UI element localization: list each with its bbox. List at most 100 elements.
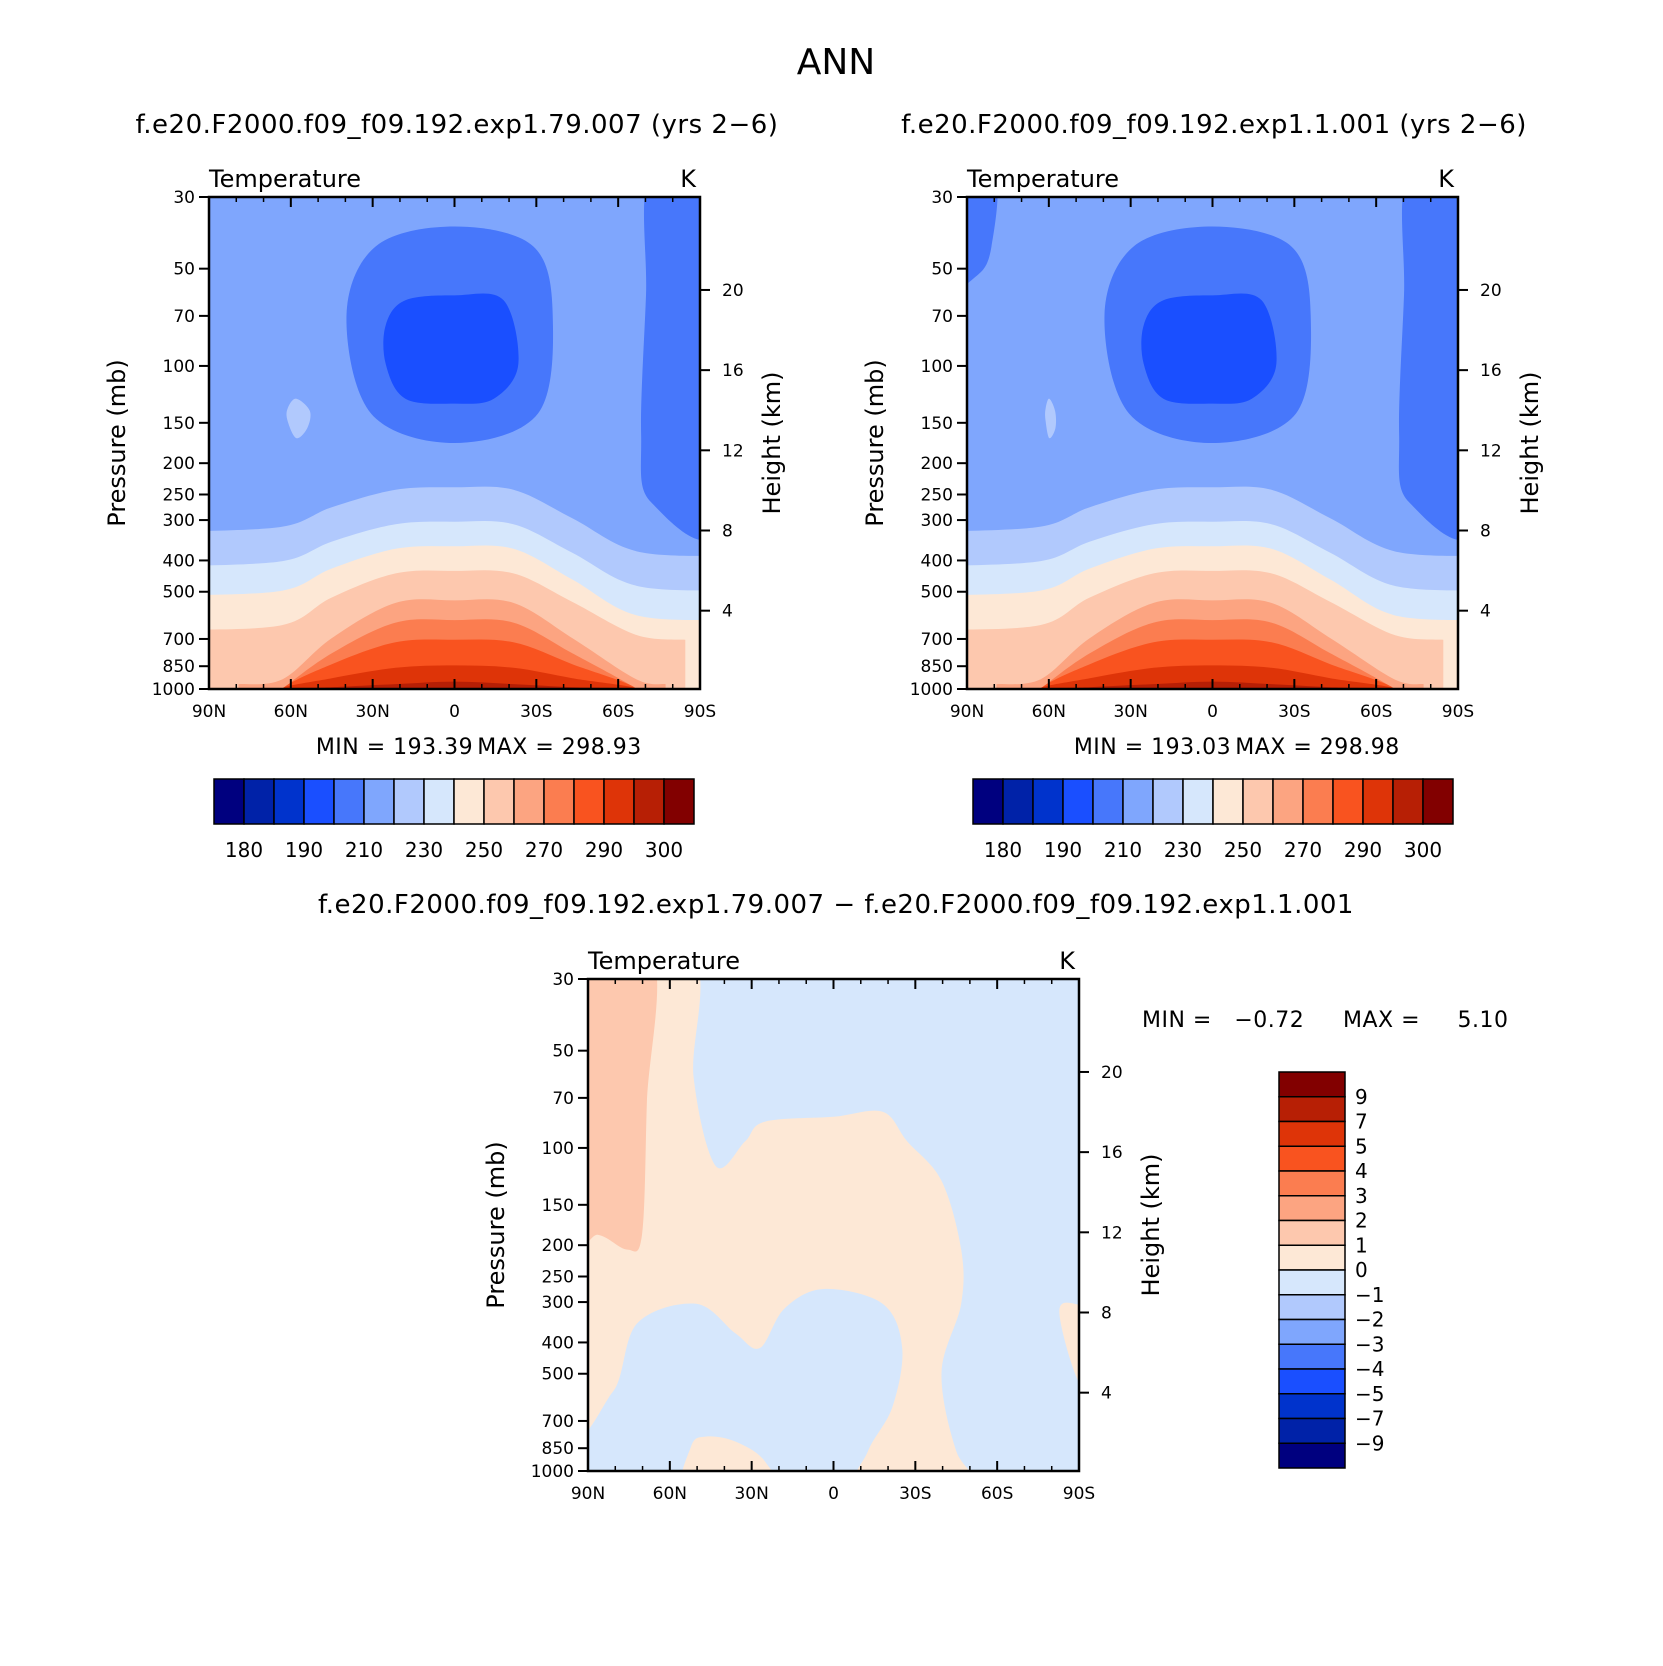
y-tick-label: 200 [542,1236,574,1256]
colorbar-box [1278,1442,1346,1469]
contour-band-200-210-south-pole [1398,197,1458,540]
colorbar-box [243,778,275,825]
y-tick-label: 150 [163,414,195,434]
colorbar-label: 230 [1164,838,1202,862]
contour-band-14 [1038,681,1396,689]
colorbar-label: 0 [1355,1258,1368,1282]
colorbar-box [453,778,485,825]
colorbar-label: −4 [1355,1357,1384,1381]
y-tick-label: 30 [173,188,195,208]
x-tick-label: 30S [1278,702,1310,722]
colorbar-label: 300 [1404,838,1442,862]
colorbar-label: 4 [1355,1159,1368,1183]
y-tick-label: 850 [921,657,953,677]
colorbar-box [1278,1318,1346,1345]
contour-fill-group [209,197,700,689]
colorbar-box [333,778,365,825]
colorbar-label: 7 [1355,1110,1368,1134]
min-label: MIN = 193.03 [1074,735,1231,760]
y-tick-label: 70 [552,1089,574,1109]
contour-band-200-210-south-pole [640,197,700,540]
colorbar-box [423,778,455,825]
colorbar-box [1278,1071,1346,1098]
colorbar-box [1032,778,1064,825]
x-tick-label: 0 [828,1484,839,1504]
panel-subtitle: f.e20.F2000.f09_f09.192.exp1.1.001 (yrs … [901,110,1527,140]
y2-tick-label: 12 [1101,1223,1123,1243]
colorbar-label: 270 [1284,838,1322,862]
contour-band-13 [1040,665,1395,689]
colorbar-label: 250 [465,838,503,862]
y-tick-label: 1000 [531,1462,574,1482]
contour-fill-group [588,979,1079,1471]
x-tick-label: 60N [653,1484,687,1504]
colorbar-label: 210 [345,838,383,862]
x-tick-label: 30N [1113,702,1147,722]
y2-tick-label: 16 [1480,361,1502,381]
panel-subtitle: f.e20.F2000.f09_f09.192.exp1.79.007 (yrs… [136,110,779,140]
y2-tick-label: 12 [722,441,744,461]
colorbar-label: −7 [1355,1407,1384,1431]
colorbar-box [573,778,605,825]
x-tick-label: 90N [192,702,226,722]
colorbar-box [1278,1393,1346,1420]
figure-title: ANN [797,42,876,83]
colorbar-box [1278,1343,1346,1370]
colorbar-box [1278,1145,1346,1172]
x-tick-label: 60S [981,1484,1013,1504]
contour-band-14 [280,681,638,689]
y2-tick-label: 12 [1480,441,1502,461]
y-tick-label: 250 [163,485,195,505]
colorbar-box [1332,778,1364,825]
colorbar-label: −1 [1355,1283,1384,1307]
y-tick-label: 250 [542,1267,574,1287]
colorbar-box [603,778,635,825]
contour-band-0-1 [588,979,970,1471]
colorbar-box [543,778,575,825]
y2-tick-label: 16 [722,361,744,381]
colorbar-box [1422,778,1454,825]
colorbar-box [1278,1170,1346,1197]
colorbar-label: 5 [1355,1134,1368,1158]
panel-control: 90N 60N 30N 0 30S 60S 90S 30 50 70 100 150 200 250 300… [103,110,786,862]
y2-tick-label: 4 [1480,602,1491,622]
y2-tick-label: 8 [1101,1303,1112,1323]
x-tick-label: 60N [1032,702,1066,722]
x-tick-label: 30N [355,702,389,722]
colorbar-label: 9 [1355,1085,1368,1109]
y2-tick-label: 20 [1480,281,1502,301]
y-tick-label: 700 [163,630,195,650]
colorbar-box [1272,778,1304,825]
y-tick-label: 1000 [910,680,953,700]
colorbar-label: 180 [984,838,1022,862]
y-tick-label: 150 [921,414,953,434]
colorbar-box [1278,1269,1346,1296]
contour-band-190-200-tropics [383,293,519,404]
y2-axis-label: Height (km) [1516,372,1544,515]
y-tick-label: 70 [931,307,953,327]
colorbar-box [303,778,335,825]
y-tick-label: 30 [931,188,953,208]
min-label: MIN = −0.72 [1142,1008,1304,1033]
colorbar-label: −3 [1355,1332,1384,1356]
y-tick-label: 850 [542,1439,574,1459]
colorbar-box [1242,778,1274,825]
x-tick-label: 90S [1442,702,1474,722]
colorbar-box [1278,1219,1346,1246]
plot-units: K [680,165,697,193]
contour-band-1-2 [588,979,658,1252]
y2-tick-label: 20 [722,281,744,301]
colorbar-box [483,778,515,825]
colorbar-label: 190 [285,838,323,862]
x-tick-label: 30S [899,1484,931,1504]
y-tick-label: 400 [542,1333,574,1353]
max-label: MAX = 298.98 [1235,735,1400,760]
y-tick-label: 850 [163,657,195,677]
y-tick-label: 300 [542,1293,574,1313]
colorbar-box [1122,778,1154,825]
colorbar-box [1092,778,1124,825]
y2-tick-label: 8 [1480,521,1491,541]
y-tick-label: 200 [921,454,953,474]
colorbar-box [513,778,545,825]
